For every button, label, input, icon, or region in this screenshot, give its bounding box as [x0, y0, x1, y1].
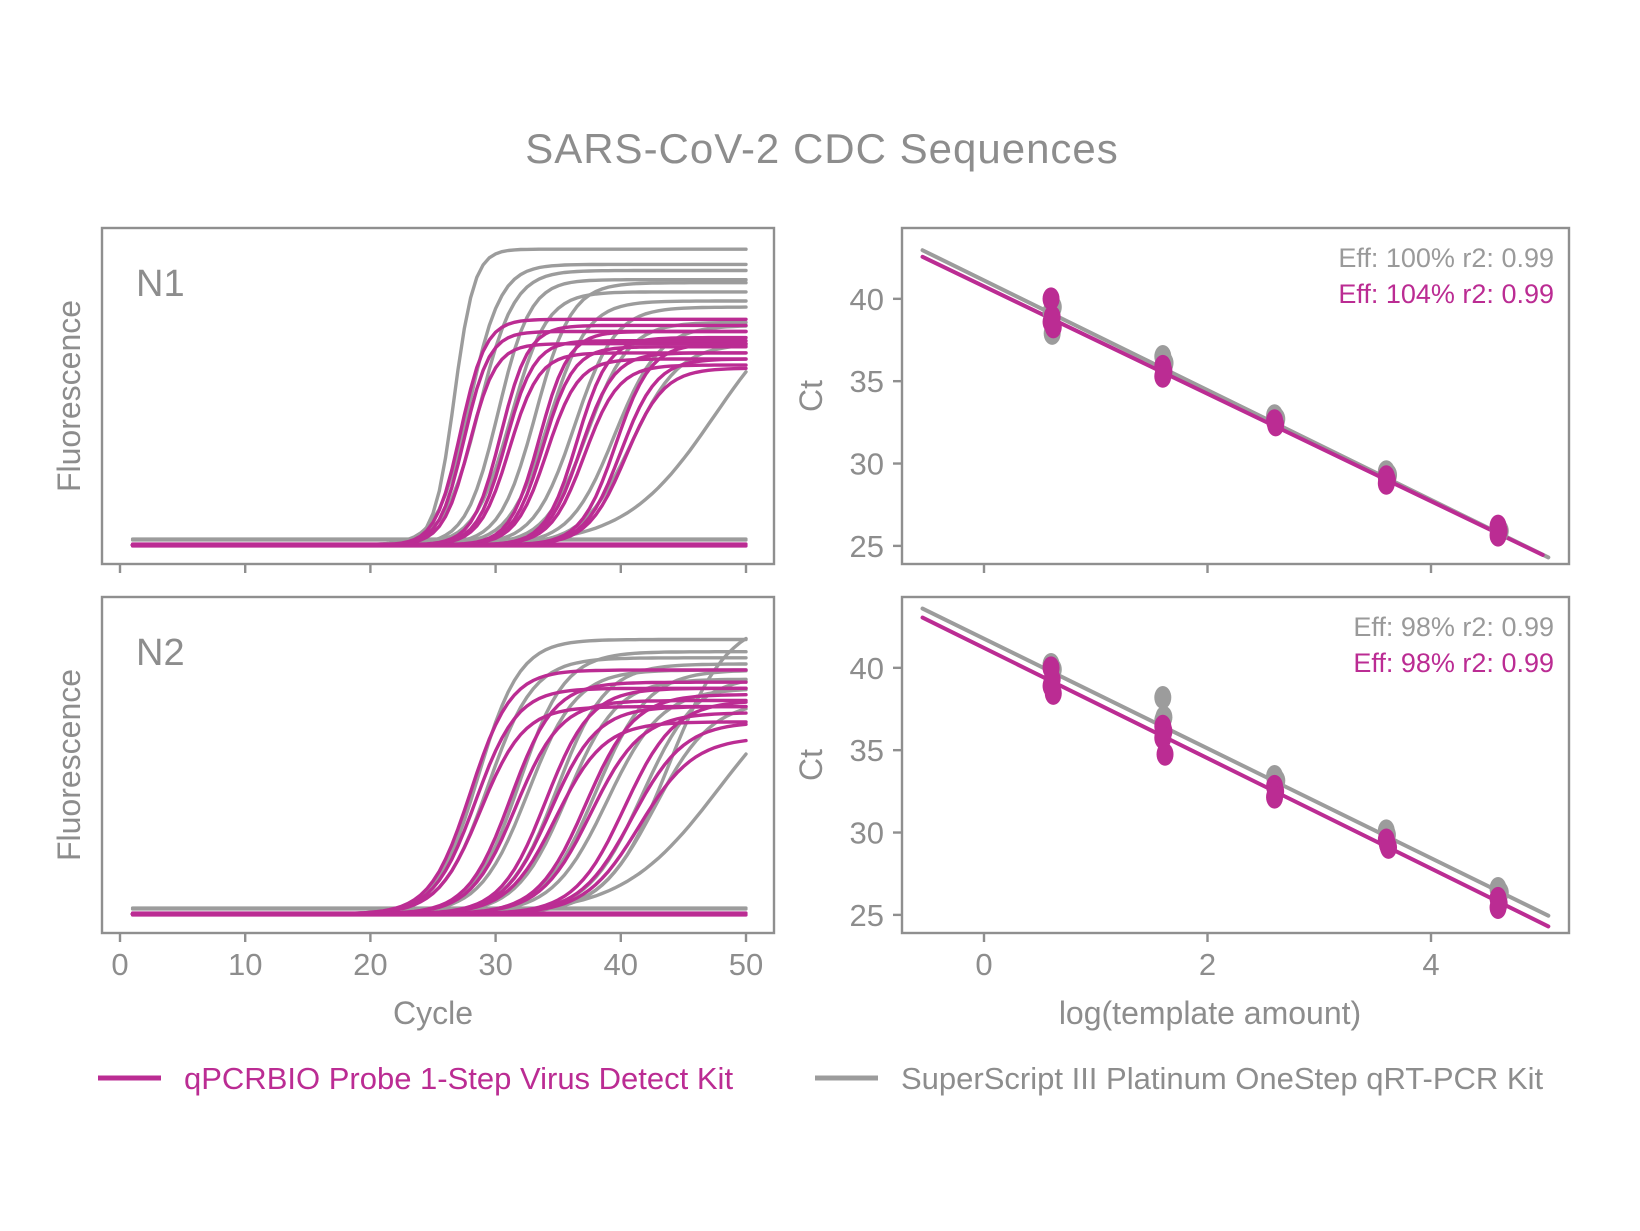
legend-label-gray: SuperScript III Platinum OneStep qRT-PCR…: [901, 1061, 1543, 1096]
data-point-magenta: [1489, 523, 1507, 547]
std-panel-n1: 25 30 35 40: [850, 226, 1571, 573]
data-point-magenta: [1267, 413, 1285, 437]
x-tick-label: 2: [1199, 947, 1216, 982]
amp-curves: [130, 636, 748, 917]
y-tick-label: 35: [850, 733, 884, 768]
amplification-curve-magenta: [130, 711, 748, 916]
annotation-n2-gray-eff: Eff: 98% r2: 0.99: [1353, 612, 1554, 642]
y-axis-title-ct-n2: Ct: [793, 749, 829, 781]
data-point-magenta: [1042, 287, 1060, 311]
x-tick-label: 4: [1422, 947, 1439, 982]
y-axis-title-ct-n1: Ct: [793, 380, 829, 412]
x-axis-title-cycle: Cycle: [393, 995, 473, 1031]
x-tick-label: 10: [228, 947, 262, 982]
fit-line-magenta: [920, 615, 1551, 929]
amplification-curve-magenta: [130, 339, 748, 547]
y-axis-title-fluorescence-n2: Fluorescence: [51, 669, 87, 861]
amplification-curve-gray: [130, 343, 748, 547]
fit-line-magenta: [920, 254, 1545, 557]
y-tick-label: 40: [850, 282, 884, 317]
std-content: [920, 248, 1551, 560]
std-panel-n2: 0 2 4 25 30 35 40: [850, 595, 1571, 982]
amp-curves: [130, 247, 748, 548]
x-tick-label: 20: [353, 947, 387, 982]
panel-label-n2: N2: [136, 632, 185, 674]
amp-panel-n1: [100, 226, 776, 573]
x-axis-title-log-template: log(template amount): [1059, 995, 1361, 1031]
panel-border: [100, 226, 776, 566]
x-tick-label: 40: [604, 947, 638, 982]
amp-panel-n2: 0 10 20 30 40 50: [100, 595, 776, 982]
annotation-n2-magenta-eff: Eff: 98% r2: 0.99: [1353, 648, 1554, 678]
x-tick-label: 0: [975, 947, 992, 982]
y-tick-label: 30: [850, 816, 884, 851]
panel-border: [900, 226, 1571, 566]
amplification-curve-magenta: [130, 345, 748, 547]
y-tick-label: 40: [850, 651, 884, 686]
data-point-magenta: [1156, 742, 1174, 766]
data-point-gray: [1154, 685, 1172, 709]
amplification-curve-gray: [130, 262, 748, 547]
amplification-curve-gray: [130, 707, 748, 916]
amplification-curve-magenta: [130, 342, 748, 547]
annotation-n1-magenta-eff: Eff: 104% r2: 0.99: [1338, 279, 1554, 309]
plot-area: 0 10 20 30 40 50 25 30 35 40 0 2 4 25 30 35 40: [100, 226, 1571, 982]
panel-border: [900, 595, 1571, 935]
fit-line-gray: [920, 606, 1551, 918]
y-tick-label: 35: [850, 364, 884, 399]
amplification-curve-magenta: [130, 342, 748, 547]
data-point-magenta: [1380, 835, 1398, 859]
panel-border: [100, 595, 776, 935]
y-tick-label: 30: [850, 447, 884, 482]
y-axis-title-fluorescence-n1: Fluorescence: [51, 300, 87, 492]
annotation-n1-gray-eff: Eff: 100% r2: 0.99: [1338, 243, 1554, 273]
data-point-magenta: [1266, 785, 1284, 809]
x-tick-label: 50: [729, 947, 763, 982]
x-tick-label: 30: [478, 947, 512, 982]
data-point-magenta: [1489, 895, 1507, 919]
data-point-magenta: [1044, 681, 1062, 705]
amplification-curve-magenta: [130, 366, 748, 547]
legend: qPCRBIO Probe 1-Step Virus Detect Kit Su…: [98, 1061, 1543, 1096]
data-point-magenta: [1044, 315, 1062, 339]
data-point-magenta: [1377, 471, 1395, 495]
amplification-curve-magenta: [130, 738, 748, 916]
std-content: [920, 606, 1551, 929]
y-tick-label: 25: [850, 898, 884, 933]
figure-title: SARS-CoV-2 CDC Sequences: [525, 125, 1119, 172]
data-point-magenta: [1154, 364, 1172, 388]
panel-label-n1: N1: [136, 263, 185, 305]
x-tick-label: 0: [111, 947, 128, 982]
y-tick-label: 25: [850, 529, 884, 564]
legend-label-magenta: qPCRBIO Probe 1-Step Virus Detect Kit: [184, 1061, 733, 1096]
